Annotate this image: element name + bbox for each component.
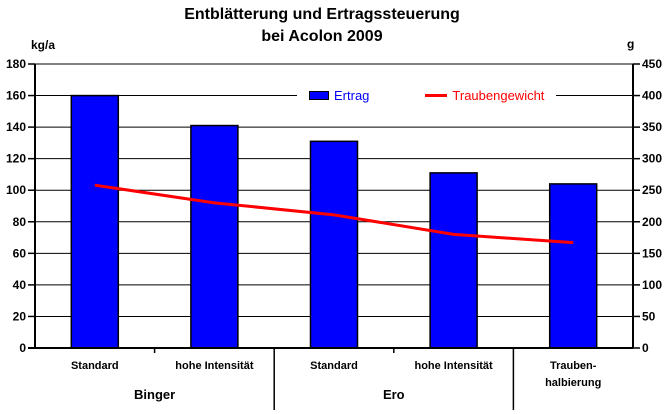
category-label: Standard — [310, 360, 358, 372]
right-axis-tick-label: 450 — [642, 57, 662, 71]
legend-item-traubengewicht: Traubengewicht — [425, 88, 544, 103]
ertrag-bar — [309, 140, 359, 349]
category-label: hohe Intensität — [414, 360, 493, 372]
right-axis-tick-label: 250 — [642, 183, 662, 197]
category-label: Trauben- — [550, 360, 597, 372]
category-label: hohe Intensität — [175, 360, 254, 372]
right-axis-unit-label: g — [627, 37, 635, 51]
right-axis-tick-label: 300 — [642, 152, 662, 166]
right-axis-tick-label: 400 — [642, 89, 662, 103]
left-axis-tick-label: 180 — [6, 57, 26, 71]
right-axis-tick-label: 350 — [642, 120, 662, 134]
ertrag-bar — [70, 94, 120, 349]
right-axis-tick-label: 0 — [642, 341, 649, 355]
right-axis-tick-label: 150 — [642, 246, 662, 260]
ertrag-bar — [548, 183, 598, 349]
right-axis-tick-label: 50 — [642, 309, 656, 323]
left-axis-tick-label: 160 — [6, 89, 26, 103]
legend-item-ertrag: Ertrag — [309, 88, 369, 103]
left-axis-tick-label: 140 — [6, 120, 26, 134]
left-axis-tick-label: 20 — [13, 309, 27, 323]
right-axis-tick-label: 100 — [642, 278, 662, 292]
group-label: Binger — [134, 387, 175, 402]
chart-title-line1: Entblätterung und Ertragssteuerung — [184, 6, 460, 23]
bar-swatch-icon — [309, 91, 329, 100]
left-axis-tick-label: 100 — [6, 183, 26, 197]
chart-title-line2: bei Acolon 2009 — [261, 28, 383, 45]
category-label: halbierung — [545, 377, 601, 389]
right-axis-tick-label: 200 — [642, 215, 662, 229]
left-axis-tick-label: 60 — [13, 246, 27, 260]
left-axis-tick-label: 120 — [6, 152, 26, 166]
group-label: Ero — [383, 387, 405, 402]
ertrag-bar — [190, 124, 239, 349]
ertrag-bar — [429, 172, 478, 349]
left-axis-tick-label: 0 — [19, 341, 26, 355]
legend-label: Traubengewicht — [452, 88, 545, 103]
left-axis-tick-label: 40 — [13, 278, 27, 292]
category-label: Standard — [71, 360, 119, 372]
legend-label: Ertrag — [334, 88, 370, 103]
traubengewicht-line — [94, 183, 574, 245]
left-axis-unit-label: kg/a — [31, 38, 56, 52]
chart-title: Entblätterung und Ertragssteuerung bei A… — [0, 4, 644, 48]
left-axis-tick-label: 80 — [13, 215, 27, 229]
legend: Ertrag Traubengewicht — [297, 87, 557, 104]
line-swatch-icon — [425, 94, 448, 97]
